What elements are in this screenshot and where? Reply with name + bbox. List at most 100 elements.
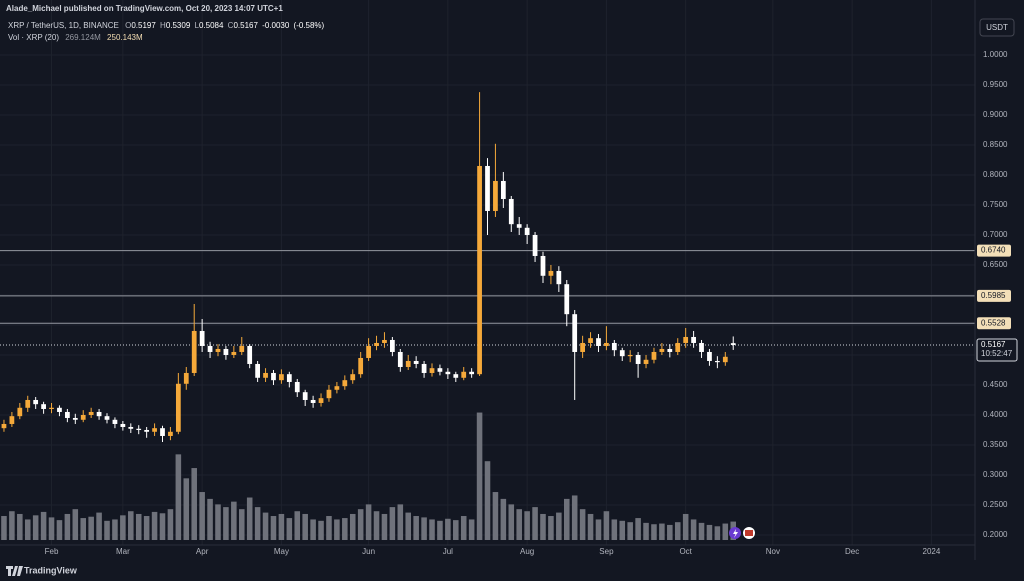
x-tick-label: Oct xyxy=(679,547,692,556)
volume-bar xyxy=(231,501,237,540)
volume-bar xyxy=(421,517,427,540)
volume-bar xyxy=(476,412,483,540)
x-tick-label: 2024 xyxy=(923,547,941,556)
y-tick-label: 0.2000 xyxy=(983,530,1008,539)
candle-body xyxy=(17,407,23,417)
volume-bar xyxy=(9,511,15,540)
volume-bar xyxy=(595,519,602,540)
candle-body xyxy=(572,314,578,352)
candle-body xyxy=(302,392,308,400)
price-axis: 0.20000.25000.30000.35000.40000.45000.50… xyxy=(976,50,1018,539)
close-label: C xyxy=(228,21,234,30)
currency-label[interactable]: USDT xyxy=(986,23,1008,32)
level-label-box xyxy=(977,289,1011,302)
candle-body xyxy=(611,342,617,351)
brand-name: TradingView xyxy=(24,565,78,575)
volume-bar xyxy=(389,507,396,540)
y-tick-label: 0.9000 xyxy=(983,110,1008,119)
volume-bar xyxy=(262,512,269,540)
candle-body xyxy=(643,359,649,364)
change-value: -0.0030 xyxy=(262,21,290,30)
candle-body xyxy=(326,389,332,399)
volume-bar xyxy=(643,522,649,540)
candle-body xyxy=(41,404,46,409)
candle-body xyxy=(136,428,142,430)
candle-body xyxy=(80,414,86,420)
candle-body xyxy=(453,374,459,378)
candle-body xyxy=(120,423,126,427)
candle-body xyxy=(239,345,245,352)
volume-bar xyxy=(334,519,340,540)
candle-body xyxy=(421,363,427,373)
candle-body xyxy=(1,423,7,429)
volume-bar xyxy=(112,519,118,540)
volume-bar xyxy=(32,515,39,540)
volume-bar xyxy=(651,524,657,540)
time-axis: Feb Mar Apr May Jun Jul Aug Sep Oct Nov Dec 2024 xyxy=(45,547,941,556)
y-tick-label: 0.2500 xyxy=(983,500,1008,509)
volume-bar xyxy=(635,518,641,540)
volume-bar xyxy=(373,511,380,540)
candle-body xyxy=(271,372,276,381)
candle-body xyxy=(461,371,467,378)
volume-bar xyxy=(167,509,174,540)
candle-body xyxy=(715,360,720,363)
candle-body xyxy=(310,399,316,403)
candle-body xyxy=(540,255,546,276)
candle-body xyxy=(651,351,657,360)
y-tick-label: 1.0000 xyxy=(983,50,1008,59)
candle-body xyxy=(215,348,221,352)
event-icon-glyph xyxy=(733,529,738,538)
currency-box[interactable] xyxy=(979,18,1015,37)
volume-bar xyxy=(270,516,277,540)
candle-body xyxy=(413,360,419,364)
candle-body xyxy=(556,270,562,285)
volume-pane xyxy=(1,412,737,540)
volume-bar xyxy=(143,516,150,540)
y-tick-label: 0.7500 xyxy=(983,200,1008,209)
candle-body xyxy=(730,343,736,345)
candle-body xyxy=(255,363,260,378)
volume-bar xyxy=(88,516,94,540)
level-label: 0.5985 xyxy=(981,291,1006,300)
volume-bar xyxy=(175,454,182,540)
open-label: O xyxy=(125,21,131,30)
y-tick-label: 0.6500 xyxy=(983,260,1008,269)
volume-bar xyxy=(500,498,507,540)
candle-body xyxy=(9,416,15,424)
candle-body xyxy=(500,180,506,199)
volume-bar xyxy=(579,509,586,540)
candle-body xyxy=(619,350,625,357)
candle-body xyxy=(112,419,118,424)
volume-bar xyxy=(72,509,79,540)
candle-body xyxy=(160,428,165,436)
candle-body xyxy=(588,338,593,343)
volume-bar xyxy=(246,497,253,540)
volume-bar xyxy=(326,516,332,540)
volume-bar xyxy=(191,468,197,540)
candle-body xyxy=(57,407,62,412)
candle-body xyxy=(485,165,490,211)
candle-body xyxy=(580,342,585,352)
candle-body xyxy=(374,342,379,346)
volume-bar xyxy=(563,498,570,540)
candle-body xyxy=(247,345,253,364)
volume-bar xyxy=(96,512,102,540)
legend-volume: Vol · XRP (20) 269.124M 250.143M xyxy=(8,33,143,42)
candle-body xyxy=(627,354,633,357)
volume-bar xyxy=(128,511,134,540)
volume-bar xyxy=(445,518,451,540)
candle-body xyxy=(65,411,70,418)
candle-body xyxy=(191,330,197,373)
x-tick-label: Sep xyxy=(599,547,614,556)
candle-body xyxy=(294,381,300,393)
candle-body xyxy=(96,411,102,417)
candle-body xyxy=(279,374,284,381)
candle-body xyxy=(469,371,475,375)
volume-bar xyxy=(357,509,364,540)
volume-bar xyxy=(682,513,689,540)
volume-bar xyxy=(556,512,562,540)
low-value: 0.5084 xyxy=(199,21,224,30)
